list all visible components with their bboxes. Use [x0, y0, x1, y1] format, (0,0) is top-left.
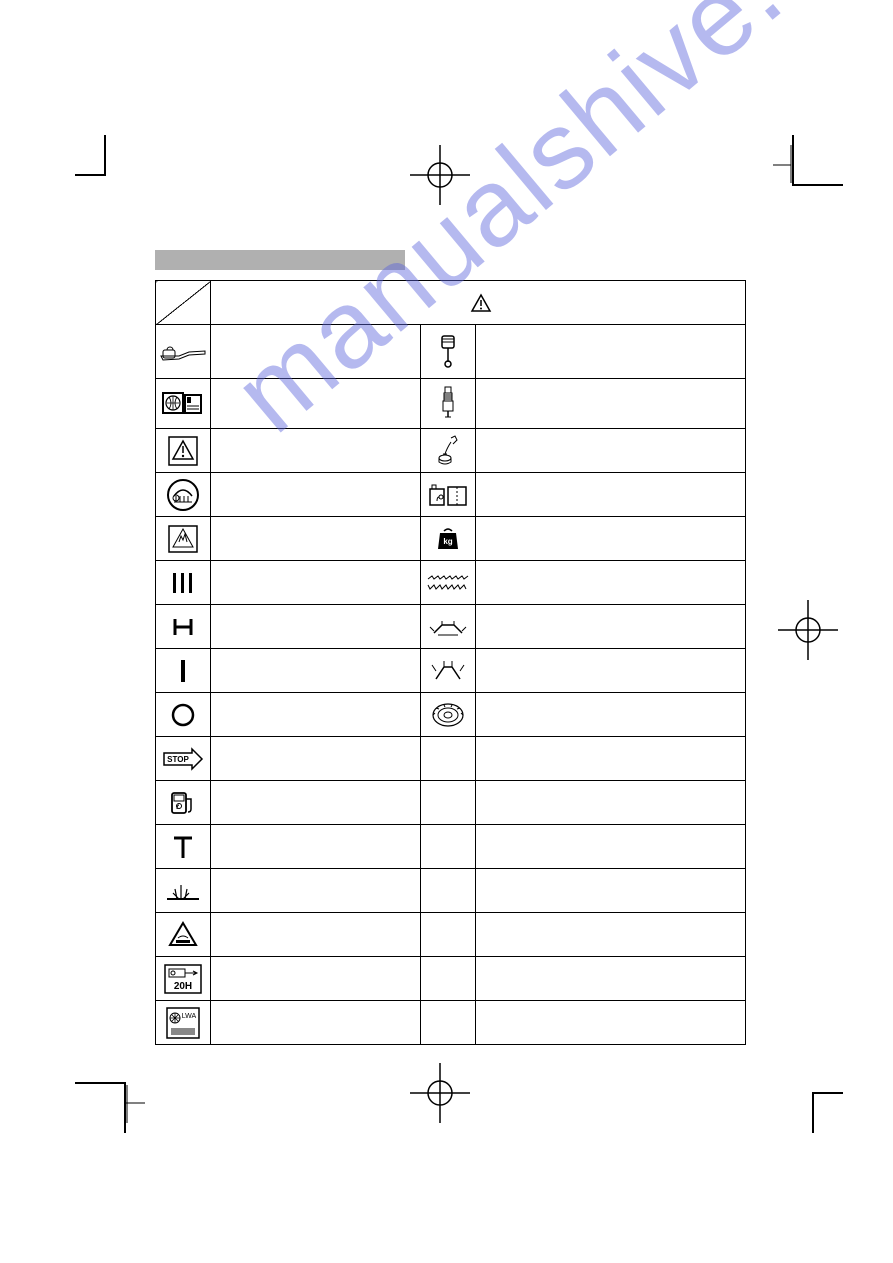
table-row: STOP	[156, 737, 746, 781]
svg-text:20H: 20H	[174, 981, 192, 992]
text-cell	[476, 781, 746, 825]
text-cell	[476, 473, 746, 517]
text-cell	[211, 825, 421, 869]
text-cell	[476, 429, 746, 473]
table-row	[156, 649, 746, 693]
empty-cell	[421, 1001, 476, 1045]
fuel-pump-icon	[156, 781, 211, 825]
empty-cell	[421, 781, 476, 825]
text-cell	[476, 561, 746, 605]
spark-plug-icon	[421, 379, 476, 429]
text-cell	[211, 693, 421, 737]
chain-oil-fill-icon	[421, 429, 476, 473]
table-row	[156, 325, 746, 379]
section-banner	[155, 250, 405, 270]
text-cell	[211, 649, 421, 693]
empty-cell	[421, 825, 476, 869]
page-content: kg	[155, 250, 745, 1045]
table-row	[156, 605, 746, 649]
table-row	[156, 825, 746, 869]
text-cell	[211, 737, 421, 781]
empty-cell	[421, 957, 476, 1001]
empty-cell	[421, 913, 476, 957]
text-cell	[476, 737, 746, 781]
three-bars-icon	[156, 561, 211, 605]
reg-mark-top-icon	[410, 145, 470, 205]
reg-mark-right-icon	[778, 600, 838, 660]
circle-icon	[156, 693, 211, 737]
lwa-sound-icon: LWA	[156, 1001, 211, 1045]
piston-icon	[421, 325, 476, 379]
diagonal-header-cell	[156, 281, 211, 325]
helmet-icon	[156, 473, 211, 517]
svg-text:LWA: LWA	[182, 1013, 197, 1020]
handle-horiz-icon	[421, 605, 476, 649]
text-cell	[476, 325, 746, 379]
sprocket-icon	[421, 693, 476, 737]
text-cell	[211, 913, 421, 957]
table-row	[156, 473, 746, 517]
handle-vert-icon	[421, 649, 476, 693]
empty-cell	[421, 737, 476, 781]
text-cell	[476, 693, 746, 737]
symbol-table: kg	[155, 280, 746, 1045]
table-row	[156, 429, 746, 473]
explosion-warn-icon	[156, 517, 211, 561]
text-cell	[476, 517, 746, 561]
spark-burst-icon	[156, 869, 211, 913]
empty-cell	[421, 869, 476, 913]
reg-mark-bottom-icon	[410, 1063, 470, 1123]
weight-kg-icon: kg	[421, 517, 476, 561]
h-bar-icon	[156, 605, 211, 649]
bolt-20h-icon: 20H	[156, 957, 211, 1001]
text-cell	[211, 473, 421, 517]
text-cell	[211, 325, 421, 379]
text-cell	[476, 825, 746, 869]
stop-arrow-icon: STOP	[156, 737, 211, 781]
text-cell	[211, 781, 421, 825]
text-cell	[476, 1001, 746, 1045]
warning-icon	[470, 293, 492, 313]
table-row: kg	[156, 517, 746, 561]
table-row	[156, 561, 746, 605]
t-letter-icon	[156, 825, 211, 869]
single-bar-icon	[156, 649, 211, 693]
table-row: LWA	[156, 1001, 746, 1045]
text-cell	[476, 649, 746, 693]
svg-text:STOP: STOP	[167, 755, 189, 764]
text-cell	[211, 869, 421, 913]
text-cell	[211, 1001, 421, 1045]
warning-triangle-icon	[156, 429, 211, 473]
svg-text:kg: kg	[443, 537, 452, 546]
globe-manual-icon	[156, 379, 211, 429]
text-cell	[476, 957, 746, 1001]
chain-teeth-icon	[421, 561, 476, 605]
noise-warn-icon	[156, 913, 211, 957]
table-row	[156, 913, 746, 957]
text-cell	[211, 561, 421, 605]
text-cell	[476, 379, 746, 429]
text-cell	[211, 517, 421, 561]
text-cell	[476, 605, 746, 649]
table-row: 20H	[156, 957, 746, 1001]
text-cell	[211, 605, 421, 649]
chainsaw-icon	[156, 325, 211, 379]
table-row	[156, 781, 746, 825]
table-row	[156, 379, 746, 429]
table-row	[156, 693, 746, 737]
text-cell	[211, 957, 421, 1001]
header-cell	[211, 281, 746, 325]
table-row	[156, 869, 746, 913]
fuel-mix-icon	[421, 473, 476, 517]
text-cell	[476, 869, 746, 913]
text-cell	[211, 429, 421, 473]
table-row	[156, 281, 746, 325]
text-cell	[476, 913, 746, 957]
text-cell	[211, 379, 421, 429]
